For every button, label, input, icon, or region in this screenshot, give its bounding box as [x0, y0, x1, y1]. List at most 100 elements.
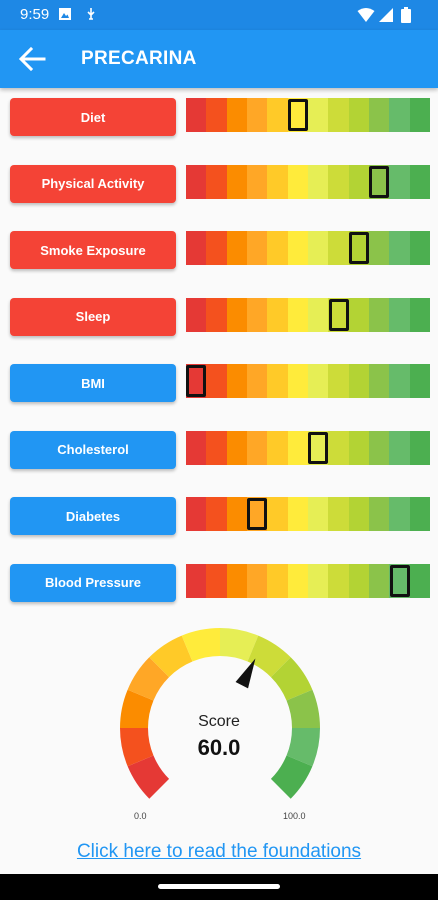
- metric-row: BMI: [0, 364, 438, 404]
- level-bar: [186, 364, 430, 398]
- level-segment: [328, 231, 349, 265]
- level-segment: [328, 430, 349, 465]
- navigation-bar: [0, 874, 438, 900]
- level-segment: [206, 231, 227, 265]
- level-segment: [246, 231, 268, 265]
- gauge-segment: [220, 628, 259, 662]
- gauge-segment: [247, 635, 291, 678]
- level-segment: [368, 430, 390, 465]
- gauge-segment: [270, 755, 313, 799]
- level-segment: [368, 497, 390, 531]
- level-segment: [267, 563, 288, 598]
- level-bar: [186, 164, 430, 199]
- metric-row: Cholesterol: [0, 430, 438, 471]
- metric-button[interactable]: Cholesterol: [10, 430, 176, 469]
- level-segment: [246, 430, 268, 465]
- level-segment: [287, 231, 308, 265]
- metric-row: Diet: [0, 98, 438, 138]
- level-segment: [186, 497, 207, 531]
- level-segment: [246, 164, 268, 199]
- level-segment: [348, 231, 369, 265]
- level-segment: [246, 297, 268, 332]
- level-segment: [267, 164, 288, 199]
- metric-button[interactable]: Smoke Exposure: [10, 231, 176, 269]
- level-marker: [369, 165, 390, 198]
- level-bar: [186, 563, 430, 598]
- level-bar: [186, 430, 430, 465]
- level-segment: [226, 430, 247, 465]
- home-gesture-pill[interactable]: [158, 884, 280, 889]
- level-segment: [348, 297, 369, 332]
- level-segment: [186, 164, 207, 199]
- level-segment: [246, 364, 268, 398]
- back-arrow-icon[interactable]: [18, 46, 46, 72]
- battery-icon: [401, 7, 411, 23]
- level-segment: [389, 364, 410, 398]
- level-marker: [287, 99, 308, 131]
- metric-row: Smoke Exposure: [0, 231, 438, 271]
- level-segment: [307, 364, 329, 398]
- level-segment: [226, 164, 247, 199]
- level-segment: [186, 430, 207, 465]
- level-segment: [409, 563, 430, 598]
- level-segment: [409, 231, 430, 265]
- signal-icon: [379, 8, 393, 22]
- level-segment: [348, 430, 369, 465]
- level-segment: [186, 364, 207, 398]
- level-segment: [206, 297, 227, 332]
- level-segment: [409, 164, 430, 199]
- gauge-segment: [270, 657, 313, 701]
- level-segment: [328, 164, 349, 199]
- gauge-segment: [120, 728, 154, 767]
- level-segment: [246, 497, 268, 531]
- level-segment: [186, 563, 207, 598]
- level-segment: [409, 497, 430, 531]
- level-segment: [409, 364, 430, 398]
- level-marker: [247, 498, 268, 530]
- level-segment: [186, 98, 207, 132]
- level-segment: [287, 297, 308, 332]
- metric-row: Physical Activity: [0, 164, 438, 205]
- level-segment: [389, 563, 410, 598]
- level-segment: [368, 297, 390, 332]
- level-segment: [307, 231, 329, 265]
- metric-button[interactable]: BMI: [10, 364, 176, 402]
- score-label: Score: [198, 713, 240, 730]
- gauge-segment: [127, 755, 170, 799]
- level-segment: [328, 297, 349, 332]
- metric-button[interactable]: Blood Pressure: [10, 563, 176, 602]
- metric-button[interactable]: Physical Activity: [10, 164, 176, 203]
- level-segment: [206, 563, 227, 598]
- level-segment: [226, 497, 247, 531]
- metric-button[interactable]: Sleep: [10, 297, 176, 336]
- metric-row: Blood Pressure: [0, 563, 438, 604]
- level-segment: [348, 497, 369, 531]
- photo-icon: [59, 8, 71, 20]
- level-segment: [267, 231, 288, 265]
- level-segment: [267, 430, 288, 465]
- level-segment: [409, 430, 430, 465]
- gauge-min-label: 0.0: [134, 811, 147, 821]
- level-segment: [368, 98, 390, 132]
- level-marker: [308, 431, 329, 464]
- status-bar: 9:59: [0, 0, 438, 30]
- metric-button[interactable]: Diabetes: [10, 497, 176, 535]
- level-segment: [287, 98, 308, 132]
- level-segment: [368, 164, 390, 199]
- level-segment: [186, 297, 207, 332]
- level-segment: [328, 497, 349, 531]
- wifi-icon: [357, 8, 375, 22]
- level-segment: [368, 231, 390, 265]
- metric-button[interactable]: Diet: [10, 98, 176, 136]
- score-value: 60.0: [197, 735, 241, 760]
- gauge-segment: [127, 657, 170, 701]
- level-segment: [206, 497, 227, 531]
- level-segment: [389, 98, 410, 132]
- level-segment: [348, 98, 369, 132]
- level-marker: [328, 298, 349, 331]
- level-segment: [226, 364, 247, 398]
- level-segment: [328, 364, 349, 398]
- foundations-link[interactable]: Click here to read the foundations: [76, 841, 362, 862]
- level-segment: [287, 430, 308, 465]
- page-title: PRECARINA: [81, 48, 197, 69]
